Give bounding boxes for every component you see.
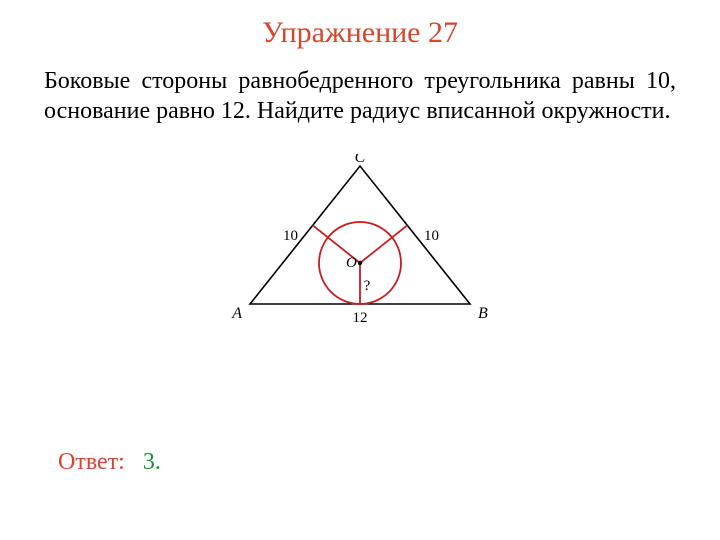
answer-value: 3. bbox=[143, 449, 161, 475]
answer-line: Ответ: 3. bbox=[58, 449, 161, 476]
answer-label: Ответ: bbox=[58, 449, 125, 475]
svg-text:C: C bbox=[355, 154, 366, 166]
problem-statement: Боковые стороны равнобедренного треуголь… bbox=[0, 50, 720, 126]
svg-text:12: 12 bbox=[353, 310, 368, 324]
svg-text:B: B bbox=[478, 305, 488, 322]
svg-text:10: 10 bbox=[283, 228, 298, 244]
figure-container: O? A B C 10 10 12 bbox=[0, 154, 720, 324]
triangle-diagram: O? A B C 10 10 12 bbox=[230, 154, 490, 324]
svg-text:?: ? bbox=[364, 278, 371, 294]
svg-text:O: O bbox=[346, 255, 357, 271]
svg-text:A: A bbox=[231, 305, 242, 322]
svg-text:10: 10 bbox=[424, 228, 439, 244]
exercise-title: Упражнение 27 bbox=[0, 0, 720, 50]
